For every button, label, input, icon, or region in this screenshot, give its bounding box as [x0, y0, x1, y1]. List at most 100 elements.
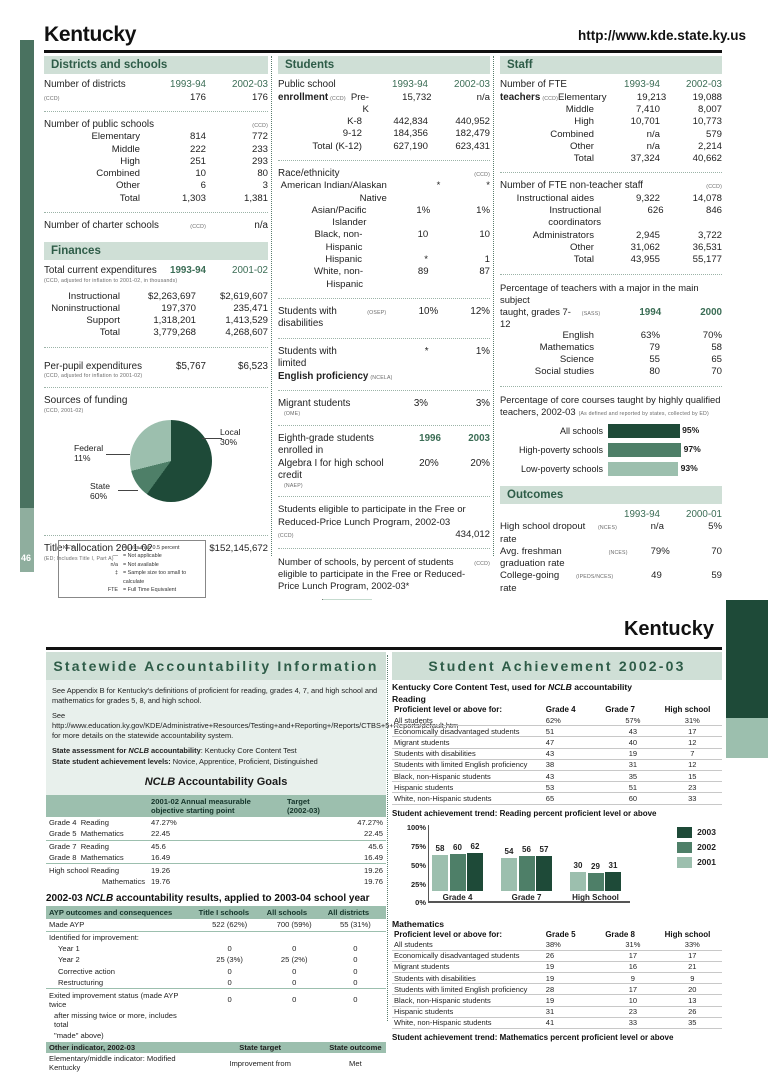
reading-section-label: Reading [392, 694, 426, 704]
expenditures-year1: 1993-94 [170, 265, 206, 277]
bar-fill [608, 442, 682, 457]
disabilities-v1: 10% [418, 305, 439, 317]
ayp-col2-header: All schools [263, 906, 325, 920]
divider [44, 110, 268, 112]
fte-teachers-year1: 1993-94 [624, 79, 660, 90]
disabilities-v2: 12% [470, 305, 491, 317]
subtitle-post: accountability [571, 682, 633, 692]
row-c3: 0 [353, 978, 358, 988]
algebra-label-1: Eighth-grade students enrolled in [278, 432, 374, 457]
key-row: ‡ = Sample size too small to calculate [63, 569, 201, 586]
row-label: Total [119, 192, 140, 204]
x-category-label: Grade 4 [442, 892, 473, 902]
table-row: Other 31,062 36,531 [500, 242, 722, 254]
row-label: Middle [111, 143, 140, 155]
per-pupil-v2: $6,523 [238, 360, 268, 372]
section-heading-students: Students [278, 56, 490, 74]
row-v2: 70 [711, 545, 723, 557]
table-row: Students with disabilities 19 9 9 [392, 972, 722, 985]
other-indicator-col3: State outcome [329, 1042, 382, 1052]
row-v1: 1,303 [181, 192, 206, 204]
row-label: "made" above) [54, 1031, 104, 1041]
row-label: Administrators [532, 229, 594, 241]
per-pupil-row: Per-pupil expenditures $5,767 $6,523 [44, 361, 268, 374]
row-v2: 233 [251, 143, 268, 155]
bar-2002: 29 [587, 862, 604, 891]
grade-label: Grade 5 [49, 829, 77, 839]
title-i-source-row: (ED; Includes Title I, Part A) [44, 556, 268, 563]
expenditures-source: (CCD, adjusted for inflation to 2001-02,… [44, 277, 178, 284]
public-schools-rows: Elementary 814 772 Middle 222 233 High 251 293… [44, 131, 268, 205]
bar-value: 31 [608, 860, 618, 870]
row-v2: 31 [603, 759, 663, 771]
results-title-pre: 2002-03 [46, 893, 86, 905]
goals-target: 16.49 [363, 853, 383, 863]
row-v2: 31% [603, 939, 663, 951]
row-v1: 38 [543, 759, 604, 771]
table-row: White, non-Hispanic 89 87 [278, 266, 490, 291]
grade-label: Grade 7 [49, 841, 77, 851]
algebra-label-2: Algebra I for high school credit [278, 457, 384, 482]
row-v1: 222 [189, 143, 206, 155]
row-v1: 626 [647, 205, 664, 217]
bar-group: 30 29 31 High School [570, 813, 621, 902]
bar-fill [608, 423, 680, 438]
pie-leader-local [202, 438, 222, 440]
title-i-value: $152,145,672 [209, 543, 268, 555]
column-divider-1 [271, 56, 272, 556]
row-v1: 37,324 [630, 153, 660, 165]
table-row: Year 1 0 0 0 [46, 943, 386, 954]
divider [278, 159, 490, 161]
row-v2: 5% [708, 521, 723, 533]
table-row: Economically disadvantaged students 51 43 1… [392, 725, 722, 738]
goals-col3-line1: Target [287, 796, 310, 806]
left-accent-bar [20, 40, 34, 572]
table-row: Hispanic students 31 23 26 [392, 1006, 722, 1018]
nclb-goals-title: NCLB Accountability Goals [52, 772, 380, 791]
lunch-chart-title: Number of schools, by percent of student… [278, 556, 466, 592]
lep-row-2: English proficiency (NCELA) [278, 371, 490, 384]
num-districts-header: Number of districts 1993-94 2002-03 [44, 79, 268, 92]
row-label: Corrective action [58, 966, 115, 976]
row-v3: 7 [662, 748, 722, 760]
table-row: Hispanic * 1 [278, 254, 490, 266]
row-label: White, non-Hispanic students [392, 792, 544, 805]
major-header-1: Percentage of teachers with a major in t… [500, 282, 722, 306]
row-label: Migrant students [392, 961, 544, 974]
state-website-url[interactable]: http://www.kde.state.ky.us [577, 28, 746, 43]
row-label: American Indian/Alaskan Native [280, 180, 387, 204]
nclb-goals-title-italic: NCLB [144, 775, 176, 788]
row-v2: 16 [603, 961, 663, 974]
bar-value: 54 [504, 846, 514, 856]
key-meaning: = Not applicable [123, 553, 162, 560]
enrollment-year2: 2002-03 [454, 79, 490, 90]
section-heading-finances: Finances [44, 242, 268, 261]
pie-label-federal-name: Federal [74, 443, 104, 454]
algebra-v2: 20% [470, 457, 491, 469]
grade-label: High school [49, 865, 89, 875]
bar-2003: 57 [536, 845, 552, 891]
divider [44, 346, 268, 348]
row-label: Restructuring [58, 978, 104, 988]
row-v2: 3,722 [697, 229, 722, 241]
section-heading-staff: Staff [500, 56, 722, 74]
row-label: Hispanic students [392, 781, 544, 794]
row-v1: 38% [543, 939, 604, 951]
non-teacher-source: (CCD) [706, 184, 722, 191]
grade-label: Grade 4 [49, 818, 77, 828]
hq-label-2: teachers, 2002-03 [500, 405, 576, 417]
algebra-row-2: Algebra I for high school credit 20% 20% [278, 458, 490, 483]
table-row: Students with limited English proficienc… [392, 983, 722, 996]
row-label: Mathematics [539, 341, 594, 353]
lunch-chart-source: (CCD) [474, 561, 490, 568]
bar-2001: 30 [570, 861, 586, 891]
page-2-header-rule [46, 647, 722, 650]
subject-label: Reading [80, 818, 109, 828]
table-row: Middle 7,410 8,007 [500, 104, 722, 116]
sources-of-funding-source: (CCD, 2001-02) [44, 407, 84, 414]
row-v1: 79% [650, 545, 670, 557]
bar-value: 60 [453, 843, 462, 852]
lunch-eligible-row: Students eligible to participate in the … [278, 504, 490, 529]
row-label: Asian/Pacific Islander [311, 204, 367, 229]
row-v1: 49 [651, 570, 662, 582]
